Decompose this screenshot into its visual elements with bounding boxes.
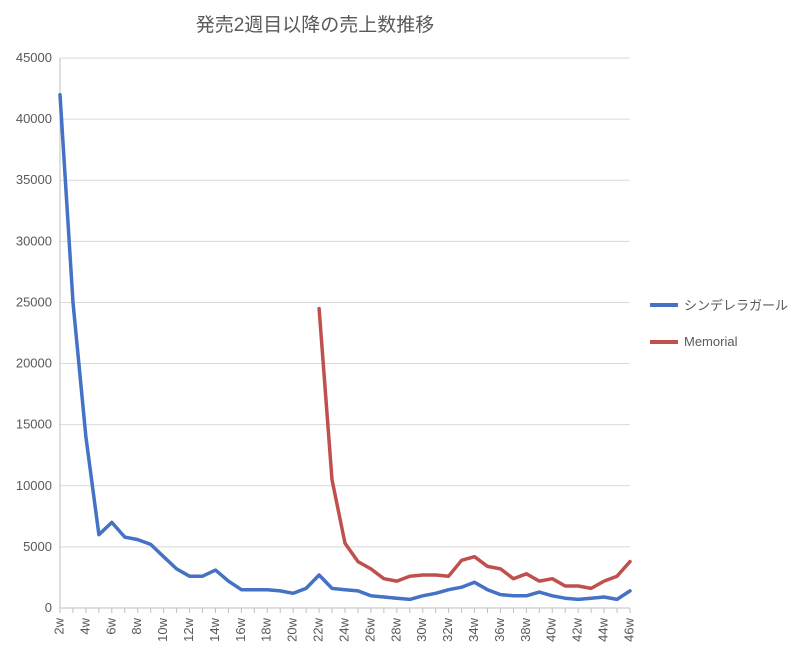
legend-label: Memorial <box>684 334 737 349</box>
y-tick-label: 15000 <box>16 417 52 432</box>
x-tick-label: 8w <box>129 617 144 634</box>
legend-swatch <box>650 303 678 307</box>
x-tick-label: 26w <box>362 617 377 641</box>
x-tick-label: 42w <box>570 617 585 641</box>
x-tick-label: 30w <box>414 617 429 641</box>
legend-item: Memorial <box>650 334 788 349</box>
x-tick-label: 6w <box>103 617 118 634</box>
chart-container: 発売2週目以降の売上数推移 0 5000 10000 15000 20000 25000 3… <box>0 0 800 667</box>
x-tick-label: 38w <box>518 617 533 641</box>
x-tick-label: 44w <box>596 617 611 641</box>
legend-label: シンデレラガール <box>684 295 788 314</box>
x-tick-label: 24w <box>336 617 351 641</box>
x-tick-label: 14w <box>207 617 222 641</box>
y-tick-label: 0 <box>45 600 52 615</box>
x-tick-label: 34w <box>466 617 481 641</box>
x-tick-label: 40w <box>544 617 559 641</box>
x-tick-label: 20w <box>285 617 300 641</box>
x-tick-label: 28w <box>388 617 403 641</box>
y-tick-label: 30000 <box>16 233 52 248</box>
y-tick-label: 5000 <box>23 539 52 554</box>
y-tick-label: 35000 <box>16 172 52 187</box>
x-tick-label: 4w <box>77 617 92 634</box>
series-line <box>60 95 630 600</box>
x-tick-label: 22w <box>311 617 326 641</box>
x-tick-label: 10w <box>155 617 170 641</box>
x-tick-label: 16w <box>233 617 248 641</box>
x-tick-label: 12w <box>181 617 196 641</box>
x-tick-label: 2w <box>51 617 66 634</box>
legend: シンデレラガール Memorial <box>650 295 788 369</box>
x-tick-label: 18w <box>259 617 274 641</box>
x-tick-label: 32w <box>440 617 455 641</box>
y-tick-label: 10000 <box>16 478 52 493</box>
legend-item: シンデレラガール <box>650 295 788 314</box>
x-tick-label: 46w <box>621 617 636 641</box>
x-tick-label: 36w <box>492 617 507 641</box>
y-tick-label: 20000 <box>16 356 52 371</box>
chart-title: 発売2週目以降の売上数推移 <box>0 10 630 37</box>
y-tick-label: 40000 <box>16 111 52 126</box>
legend-swatch <box>650 340 678 344</box>
y-tick-label: 25000 <box>16 294 52 309</box>
y-tick-label: 45000 <box>16 50 52 65</box>
